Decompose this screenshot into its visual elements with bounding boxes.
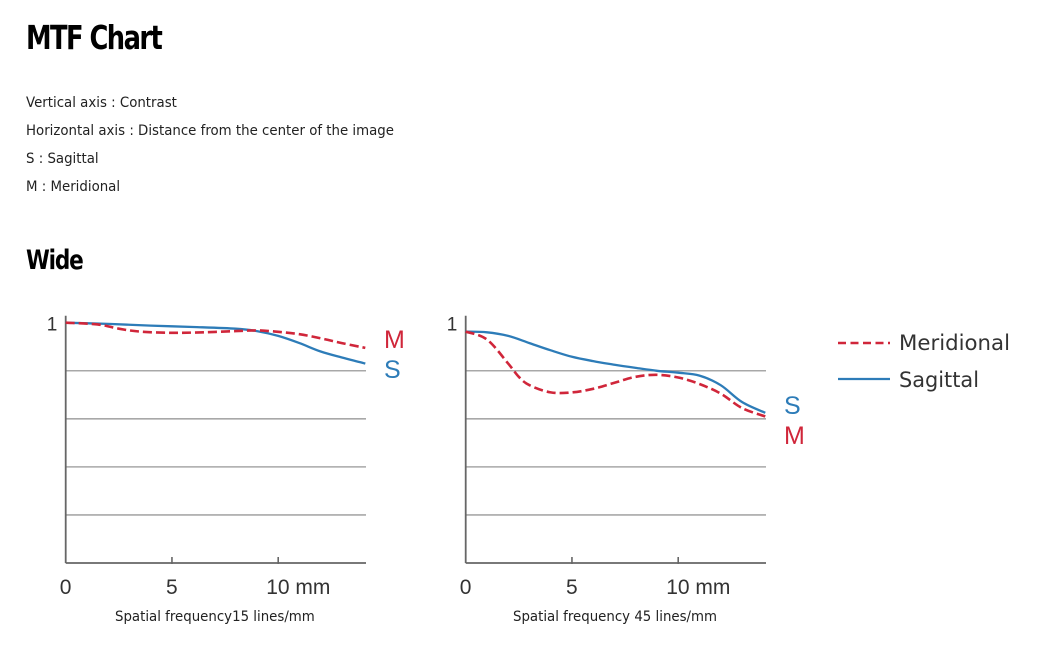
axes: [464, 315, 766, 564]
chart-45-lines: 1 0 5 10 mm S M: [447, 315, 805, 599]
chart-1-caption: Spatial frequency15 lines/mm: [115, 609, 315, 625]
y-tick-label-1: 1: [447, 315, 458, 336]
x-tick-label-10: 10 mm: [666, 576, 730, 599]
page-title: MTF Chart: [26, 18, 163, 57]
x-tick-labels: 0 5 10 mm: [60, 576, 331, 599]
end-label-s: S: [784, 392, 801, 420]
x-ticks: [571, 557, 680, 564]
x-tick-label-0: 0: [460, 576, 472, 599]
axes: [64, 315, 366, 564]
series-line-meridional: [65, 321, 366, 350]
series: [65, 321, 366, 365]
x-tick-label-0: 0: [60, 576, 72, 599]
end-label-m: M: [384, 326, 405, 354]
x-ticks: [171, 557, 280, 564]
end-label-m: M: [784, 422, 805, 450]
grid-lines: [465, 369, 766, 516]
series-line-sagittal: [65, 321, 366, 365]
x-tick-label-10: 10 mm: [266, 576, 330, 599]
chart-15-lines: 1 0 5 10 mm M S: [47, 315, 405, 599]
legend-sagittal-label: Sagittal: [899, 368, 979, 392]
chart-description: Vertical axis : Contrast Horizontal axis…: [26, 89, 394, 201]
section-title-wide: Wide: [26, 245, 84, 276]
y-tick-label-1: 1: [47, 315, 58, 336]
series: [465, 330, 766, 418]
grid-lines: [65, 369, 366, 516]
legend: Meridional Sagittal: [838, 331, 1010, 392]
legend-meridional-label: Meridional: [899, 331, 1010, 355]
x-tick-label-5: 5: [566, 576, 578, 599]
x-tick-labels: 0 5 10 mm: [460, 576, 731, 599]
end-label-s: S: [384, 356, 401, 384]
series-line-meridional: [465, 330, 766, 418]
description-vertical-axis: Vertical axis : Contrast: [26, 95, 177, 111]
description-horizontal-axis: Horizontal axis : Distance from the cent…: [26, 123, 394, 139]
x-tick-label-5: 5: [166, 576, 178, 599]
chart-2-caption: Spatial frequency 45 lines/mm: [513, 609, 718, 625]
series-line-sagittal: [465, 330, 766, 414]
description-sagittal: S : Sagittal: [26, 151, 99, 167]
description-meridional: M : Meridional: [26, 179, 121, 195]
